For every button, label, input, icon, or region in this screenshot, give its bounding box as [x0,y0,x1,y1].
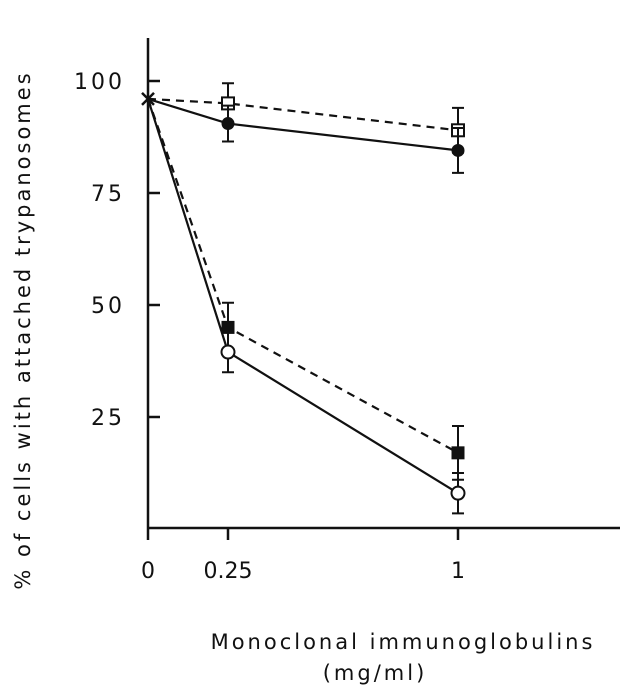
x-ticks: 0 0.25 1 [141,528,465,584]
point-filled-square [451,446,465,460]
x-axis-units: (mg/ml) [323,661,428,685]
series-line-filled-circle [147,97,459,152]
point-open-circle [220,344,236,360]
y-tick-label-50: 50 [91,294,125,319]
x-axis-label: Monoclonal immunoglobulins [211,630,596,654]
y-axis-label: % of cells with attached trypanosomes [11,70,35,589]
y-tick-label-100: 100 [74,70,125,95]
x-tick-label-0.25: 0.25 [204,559,253,584]
series-line-open-square [147,97,459,132]
y-tick-label-75: 75 [91,182,125,207]
y-tick-label-25: 25 [91,406,125,431]
x-tick-label-1: 1 [451,559,465,584]
start-point-marker [141,92,155,106]
series-filled-circle [147,97,465,174]
series-open-circle [146,98,466,515]
point-filled-circle [451,143,465,157]
series-open-square [147,82,465,154]
series-layer [141,82,466,515]
series-filled-square [146,98,465,481]
point-open-circle [450,485,466,501]
point-filled-circle [221,117,235,131]
series-line-filled-square [146,98,459,454]
y-ticks: 25 50 75 100 [74,70,160,431]
axes [146,38,620,530]
x-tick-label-0: 0 [141,559,155,584]
series-line-open-circle [146,98,459,495]
